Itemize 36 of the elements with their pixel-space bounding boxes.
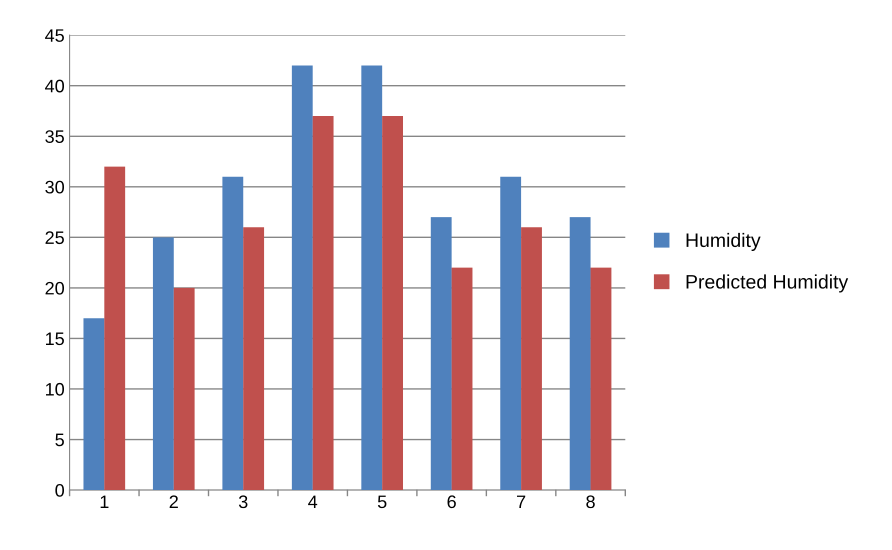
x-tick-label: 6 <box>448 495 456 508</box>
x-tick-label: 5 <box>378 496 386 508</box>
bar <box>500 176 522 490</box>
bar <box>174 288 195 490</box>
bar <box>312 116 334 490</box>
y-tick-label: 35 <box>45 130 64 143</box>
bar <box>152 237 174 490</box>
bar <box>570 217 591 490</box>
y-tick-label: 20 <box>46 282 64 295</box>
bar <box>292 66 313 490</box>
y-tick-label: 25 <box>46 231 64 244</box>
bar <box>361 66 382 490</box>
y-tick-label: 0 <box>55 484 64 497</box>
bar <box>452 268 472 490</box>
bar <box>222 176 244 490</box>
bar <box>430 217 452 490</box>
bar <box>243 227 264 490</box>
bar <box>104 166 126 490</box>
x-tick-label: 4 <box>308 496 318 508</box>
legend-label: Predicted Humidity <box>686 274 848 293</box>
bar <box>382 116 404 490</box>
legend-label: Humidity <box>686 232 761 251</box>
x-tick-label: 8 <box>586 495 595 508</box>
bar <box>83 318 104 490</box>
y-tick-label: 10 <box>46 382 64 396</box>
x-tick-label: 3 <box>238 495 248 508</box>
y-tick-label: 45 <box>45 29 64 42</box>
x-tick-label: 2 <box>170 495 178 508</box>
y-tick-label: 15 <box>46 332 64 346</box>
y-tick-label: 5 <box>55 434 64 446</box>
x-tick-label: 7 <box>517 496 526 508</box>
y-tick-label: 40 <box>45 80 64 92</box>
bar <box>521 227 542 490</box>
bar <box>590 268 612 490</box>
x-tick-label: 1 <box>100 496 108 508</box>
y-tick-label: 30 <box>45 180 64 194</box>
